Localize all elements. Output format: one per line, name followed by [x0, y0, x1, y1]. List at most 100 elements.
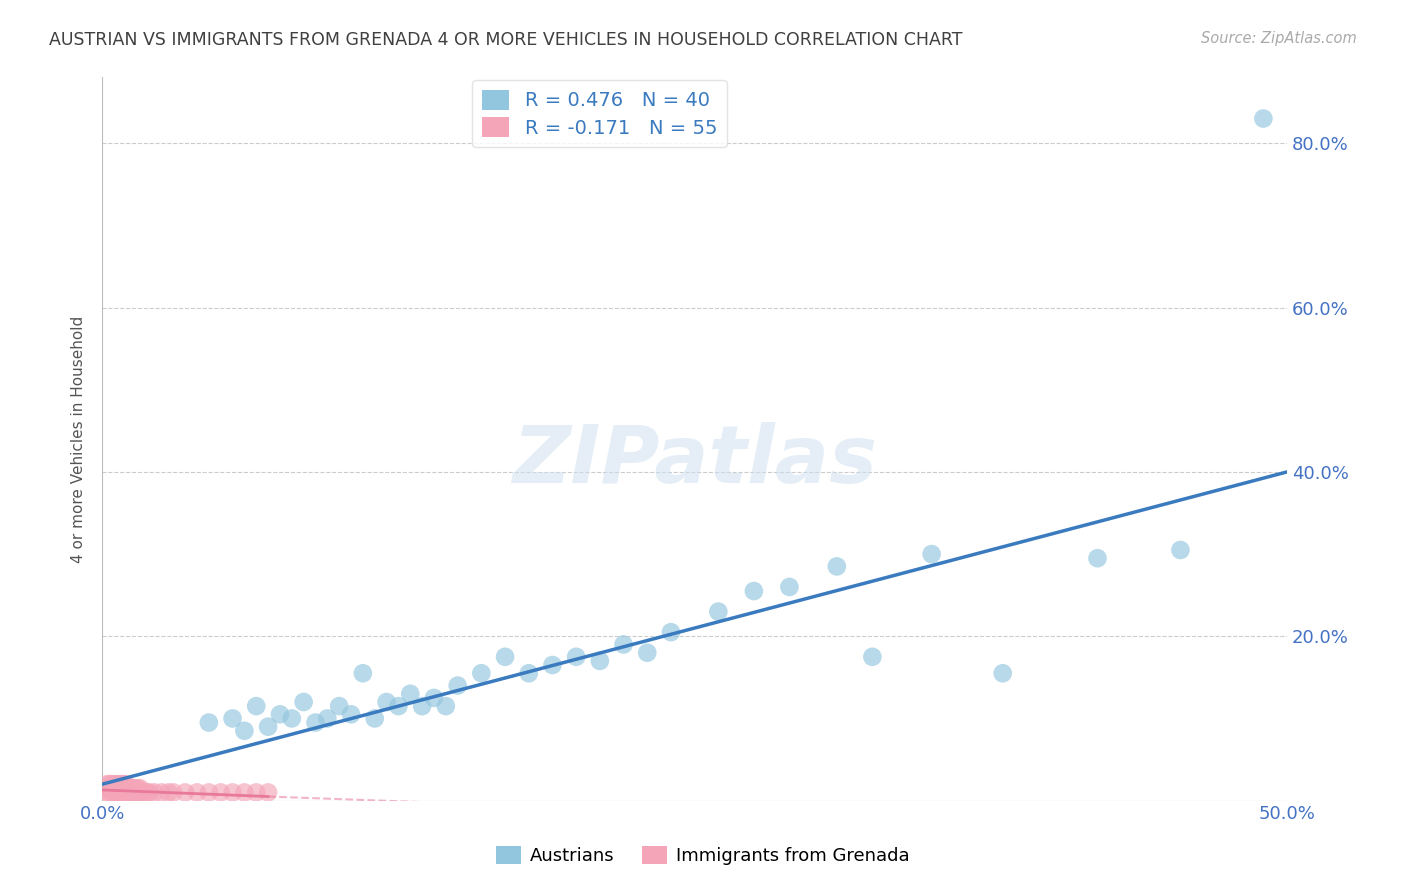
Point — [110, 777, 132, 791]
Point — [131, 785, 153, 799]
Point — [100, 781, 122, 796]
Point — [257, 785, 280, 799]
Point — [122, 785, 145, 799]
Point — [198, 715, 221, 730]
Point — [281, 711, 304, 725]
Point — [110, 781, 132, 796]
Point — [921, 547, 943, 561]
Point — [162, 785, 184, 799]
Point — [447, 679, 470, 693]
Point — [174, 785, 197, 799]
Point — [198, 785, 221, 799]
Point — [105, 785, 128, 799]
Point — [103, 781, 125, 796]
Point — [138, 785, 160, 799]
Point — [115, 777, 138, 791]
Text: Source: ZipAtlas.com: Source: ZipAtlas.com — [1201, 31, 1357, 46]
Point — [120, 781, 142, 796]
Point — [352, 666, 374, 681]
Point — [98, 777, 121, 791]
Point — [292, 695, 315, 709]
Point — [316, 711, 339, 725]
Point — [589, 654, 612, 668]
Point — [423, 690, 446, 705]
Point — [387, 699, 409, 714]
Point — [129, 781, 152, 796]
Point — [107, 785, 129, 799]
Point — [112, 785, 135, 799]
Point — [565, 649, 588, 664]
Point — [411, 699, 433, 714]
Point — [117, 781, 139, 796]
Point — [659, 625, 682, 640]
Point — [245, 785, 267, 799]
Point — [778, 580, 800, 594]
Point — [129, 785, 152, 799]
Point — [494, 649, 516, 664]
Point — [636, 646, 658, 660]
Point — [112, 777, 135, 791]
Point — [96, 777, 118, 791]
Point — [136, 785, 159, 799]
Point — [117, 785, 139, 799]
Point — [107, 781, 129, 796]
Point — [375, 695, 398, 709]
Point — [434, 699, 457, 714]
Point — [221, 785, 243, 799]
Point — [112, 781, 135, 796]
Point — [364, 711, 387, 725]
Point — [107, 777, 129, 791]
Point — [1087, 551, 1109, 566]
Point — [328, 699, 350, 714]
Point — [399, 687, 422, 701]
Point — [991, 666, 1014, 681]
Text: ZIPatlas: ZIPatlas — [512, 422, 877, 500]
Point — [269, 707, 291, 722]
Point — [103, 785, 125, 799]
Point — [742, 584, 765, 599]
Point — [233, 723, 256, 738]
Point — [98, 785, 121, 799]
Point — [105, 777, 128, 791]
Point — [120, 785, 142, 799]
Point — [612, 638, 634, 652]
Point — [96, 785, 118, 799]
Point — [98, 781, 121, 796]
Point — [209, 785, 232, 799]
Point — [100, 785, 122, 799]
Point — [96, 781, 118, 796]
Point — [100, 777, 122, 791]
Point — [860, 649, 883, 664]
Point — [143, 785, 166, 799]
Point — [150, 785, 173, 799]
Point — [157, 785, 180, 799]
Point — [115, 781, 138, 796]
Point — [304, 715, 326, 730]
Point — [134, 785, 156, 799]
Text: AUSTRIAN VS IMMIGRANTS FROM GRENADA 4 OR MORE VEHICLES IN HOUSEHOLD CORRELATION : AUSTRIAN VS IMMIGRANTS FROM GRENADA 4 OR… — [49, 31, 963, 49]
Point — [1253, 112, 1275, 126]
Point — [105, 781, 128, 796]
Point — [127, 785, 149, 799]
Point — [825, 559, 848, 574]
Point — [103, 777, 125, 791]
Point — [110, 785, 132, 799]
Point — [186, 785, 208, 799]
Point — [122, 781, 145, 796]
Point — [541, 658, 564, 673]
Point — [115, 785, 138, 799]
Point — [124, 785, 146, 799]
Point — [707, 605, 730, 619]
Point — [245, 699, 267, 714]
Point — [124, 781, 146, 796]
Legend: R = 0.476   N = 40, R = -0.171   N = 55: R = 0.476 N = 40, R = -0.171 N = 55 — [472, 80, 727, 147]
Y-axis label: 4 or more Vehicles in Household: 4 or more Vehicles in Household — [72, 316, 86, 563]
Point — [340, 707, 363, 722]
Point — [233, 785, 256, 799]
Point — [470, 666, 492, 681]
Point — [221, 711, 243, 725]
Point — [517, 666, 540, 681]
Legend: Austrians, Immigrants from Grenada: Austrians, Immigrants from Grenada — [489, 838, 917, 872]
Point — [1170, 543, 1192, 558]
Point — [127, 781, 149, 796]
